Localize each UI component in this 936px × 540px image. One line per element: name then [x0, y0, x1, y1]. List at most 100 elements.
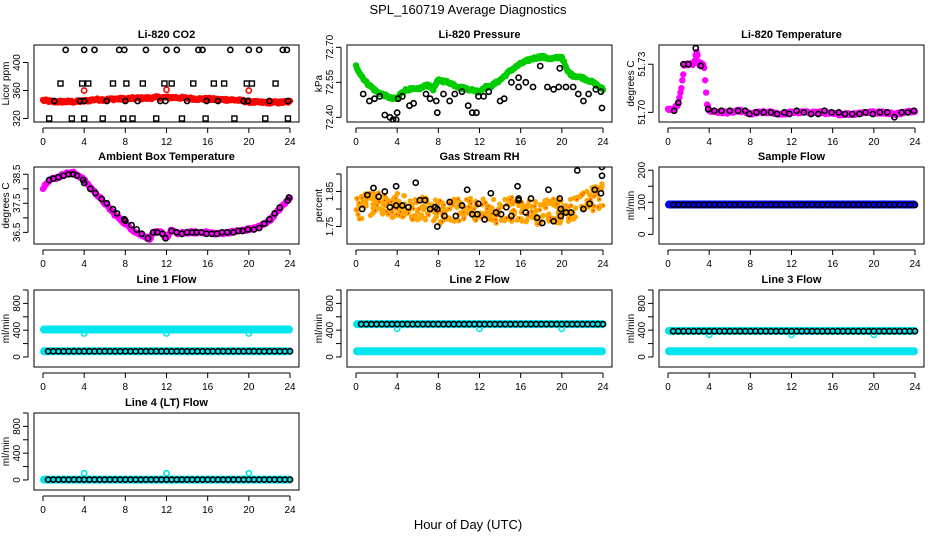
- x-tick-label: 12: [786, 259, 798, 270]
- panel-ambient-temp: Ambient Box Temperature degrees C 0 4 8 12 16 2…: [1, 151, 300, 270]
- data-point: [129, 115, 136, 122]
- data-point: [506, 217, 508, 219]
- data-point: [533, 208, 539, 214]
- data-point: [245, 46, 253, 54]
- data-point: [401, 193, 408, 199]
- data-point: [463, 186, 471, 194]
- data-point: [392, 202, 400, 209]
- data-point: [540, 212, 546, 218]
- x-tick-label: 12: [786, 382, 798, 393]
- y-axis-label: kPa: [314, 74, 325, 92]
- x-tick-label: 8: [436, 259, 442, 270]
- data-point: [484, 202, 487, 204]
- data-point: [421, 215, 428, 221]
- data-point: [597, 88, 605, 96]
- x-tick-label: 12: [474, 259, 486, 270]
- x-tick-label: 16: [827, 259, 839, 270]
- series-high-res: [353, 181, 606, 227]
- data-point: [245, 469, 253, 477]
- data-point: [45, 115, 53, 122]
- y-axis: 0 400 800: [12, 289, 29, 360]
- data-point: [556, 64, 564, 72]
- data-point: [359, 218, 361, 220]
- data-point: [536, 62, 544, 70]
- data-point: [670, 107, 678, 115]
- x-axis: 0 4 8 12 16 20 24: [665, 127, 921, 148]
- data-point: [570, 204, 573, 207]
- data-point: [491, 212, 493, 215]
- data-point: [549, 219, 551, 222]
- data-point: [550, 85, 557, 93]
- data-point: [576, 198, 578, 201]
- series-averages: [45, 170, 293, 242]
- y-axis: 0 400 800: [12, 412, 29, 483]
- x-tick-label: 16: [515, 137, 527, 148]
- panel-title: Li-820 CO2: [138, 29, 195, 41]
- data-point: [103, 97, 111, 105]
- data-point: [163, 46, 170, 54]
- data-point: [389, 116, 397, 122]
- data-point: [898, 108, 906, 116]
- data-point: [557, 212, 565, 220]
- data-point: [284, 97, 292, 105]
- data-point: [480, 196, 486, 202]
- data-point: [597, 189, 605, 197]
- panel-title: Line 2 Flow: [450, 274, 510, 286]
- data-point: [468, 200, 471, 202]
- x-tick-label: 24: [284, 505, 296, 516]
- x-tick-label: 0: [40, 382, 46, 393]
- x-tick-label: 0: [353, 137, 359, 148]
- data-point: [449, 201, 451, 204]
- data-point: [226, 46, 234, 54]
- data-point: [598, 167, 606, 171]
- series-quantiles: [45, 80, 292, 122]
- data-point: [904, 108, 912, 116]
- data-point: [109, 205, 117, 213]
- panel-title: Line 4 (LT) Flow: [125, 397, 208, 409]
- panel-rh: Gas Stream RH percent 0 4 8 12 16 20 24 1.75 1.85: [314, 151, 613, 270]
- data-point: [539, 209, 541, 211]
- data-point: [480, 92, 488, 100]
- figure-title: SPL_160719 Average Diagnostics: [369, 2, 567, 17]
- data-point: [266, 97, 273, 105]
- data-point: [567, 196, 573, 202]
- data-point: [285, 194, 293, 201]
- y-tick-label: 100: [637, 194, 648, 211]
- data-point: [856, 110, 863, 118]
- y-tick-label: 400: [12, 321, 23, 338]
- x-tick-label: 8: [748, 259, 754, 270]
- x-tick-label: 4: [81, 259, 87, 270]
- y-tick-label: 37.5: [12, 193, 23, 213]
- plot-area: [664, 45, 919, 121]
- data-point: [485, 88, 493, 96]
- x-axis: 0 4 8 12 16 20 24: [353, 372, 609, 393]
- data-point: [50, 97, 58, 105]
- plot-frame: [33, 166, 300, 245]
- data-point: [398, 92, 406, 100]
- plot-frame: [33, 44, 300, 123]
- x-tick-label: 16: [515, 382, 527, 393]
- data-point: [358, 202, 360, 204]
- x-tick-label: 0: [40, 259, 46, 270]
- y-tick-label: 400: [325, 321, 336, 338]
- data-point: [678, 84, 685, 92]
- data-point: [557, 218, 563, 224]
- data-point: [433, 109, 441, 117]
- panel-line3-flow: Line 3 Flow ml/min 0 4 8 12 16 20 24 0 400 800: [626, 274, 925, 393]
- data-point: [244, 226, 252, 233]
- data-point: [210, 80, 218, 87]
- x-tick-label: 0: [353, 382, 359, 393]
- y-tick-label: 400: [637, 321, 648, 338]
- x-tick-label: 16: [202, 137, 214, 148]
- y-tick-label: 200: [637, 161, 648, 178]
- data-point: [440, 90, 447, 98]
- data-point: [589, 198, 592, 201]
- data-point: [458, 220, 461, 222]
- x-tick-label: 24: [909, 137, 921, 148]
- plot-frame: [33, 412, 300, 491]
- data-point: [580, 205, 587, 213]
- y-tick-label: 72.40: [325, 104, 336, 129]
- y-tick-label: 0: [325, 354, 336, 360]
- data-point: [428, 214, 430, 216]
- data-point: [163, 330, 170, 337]
